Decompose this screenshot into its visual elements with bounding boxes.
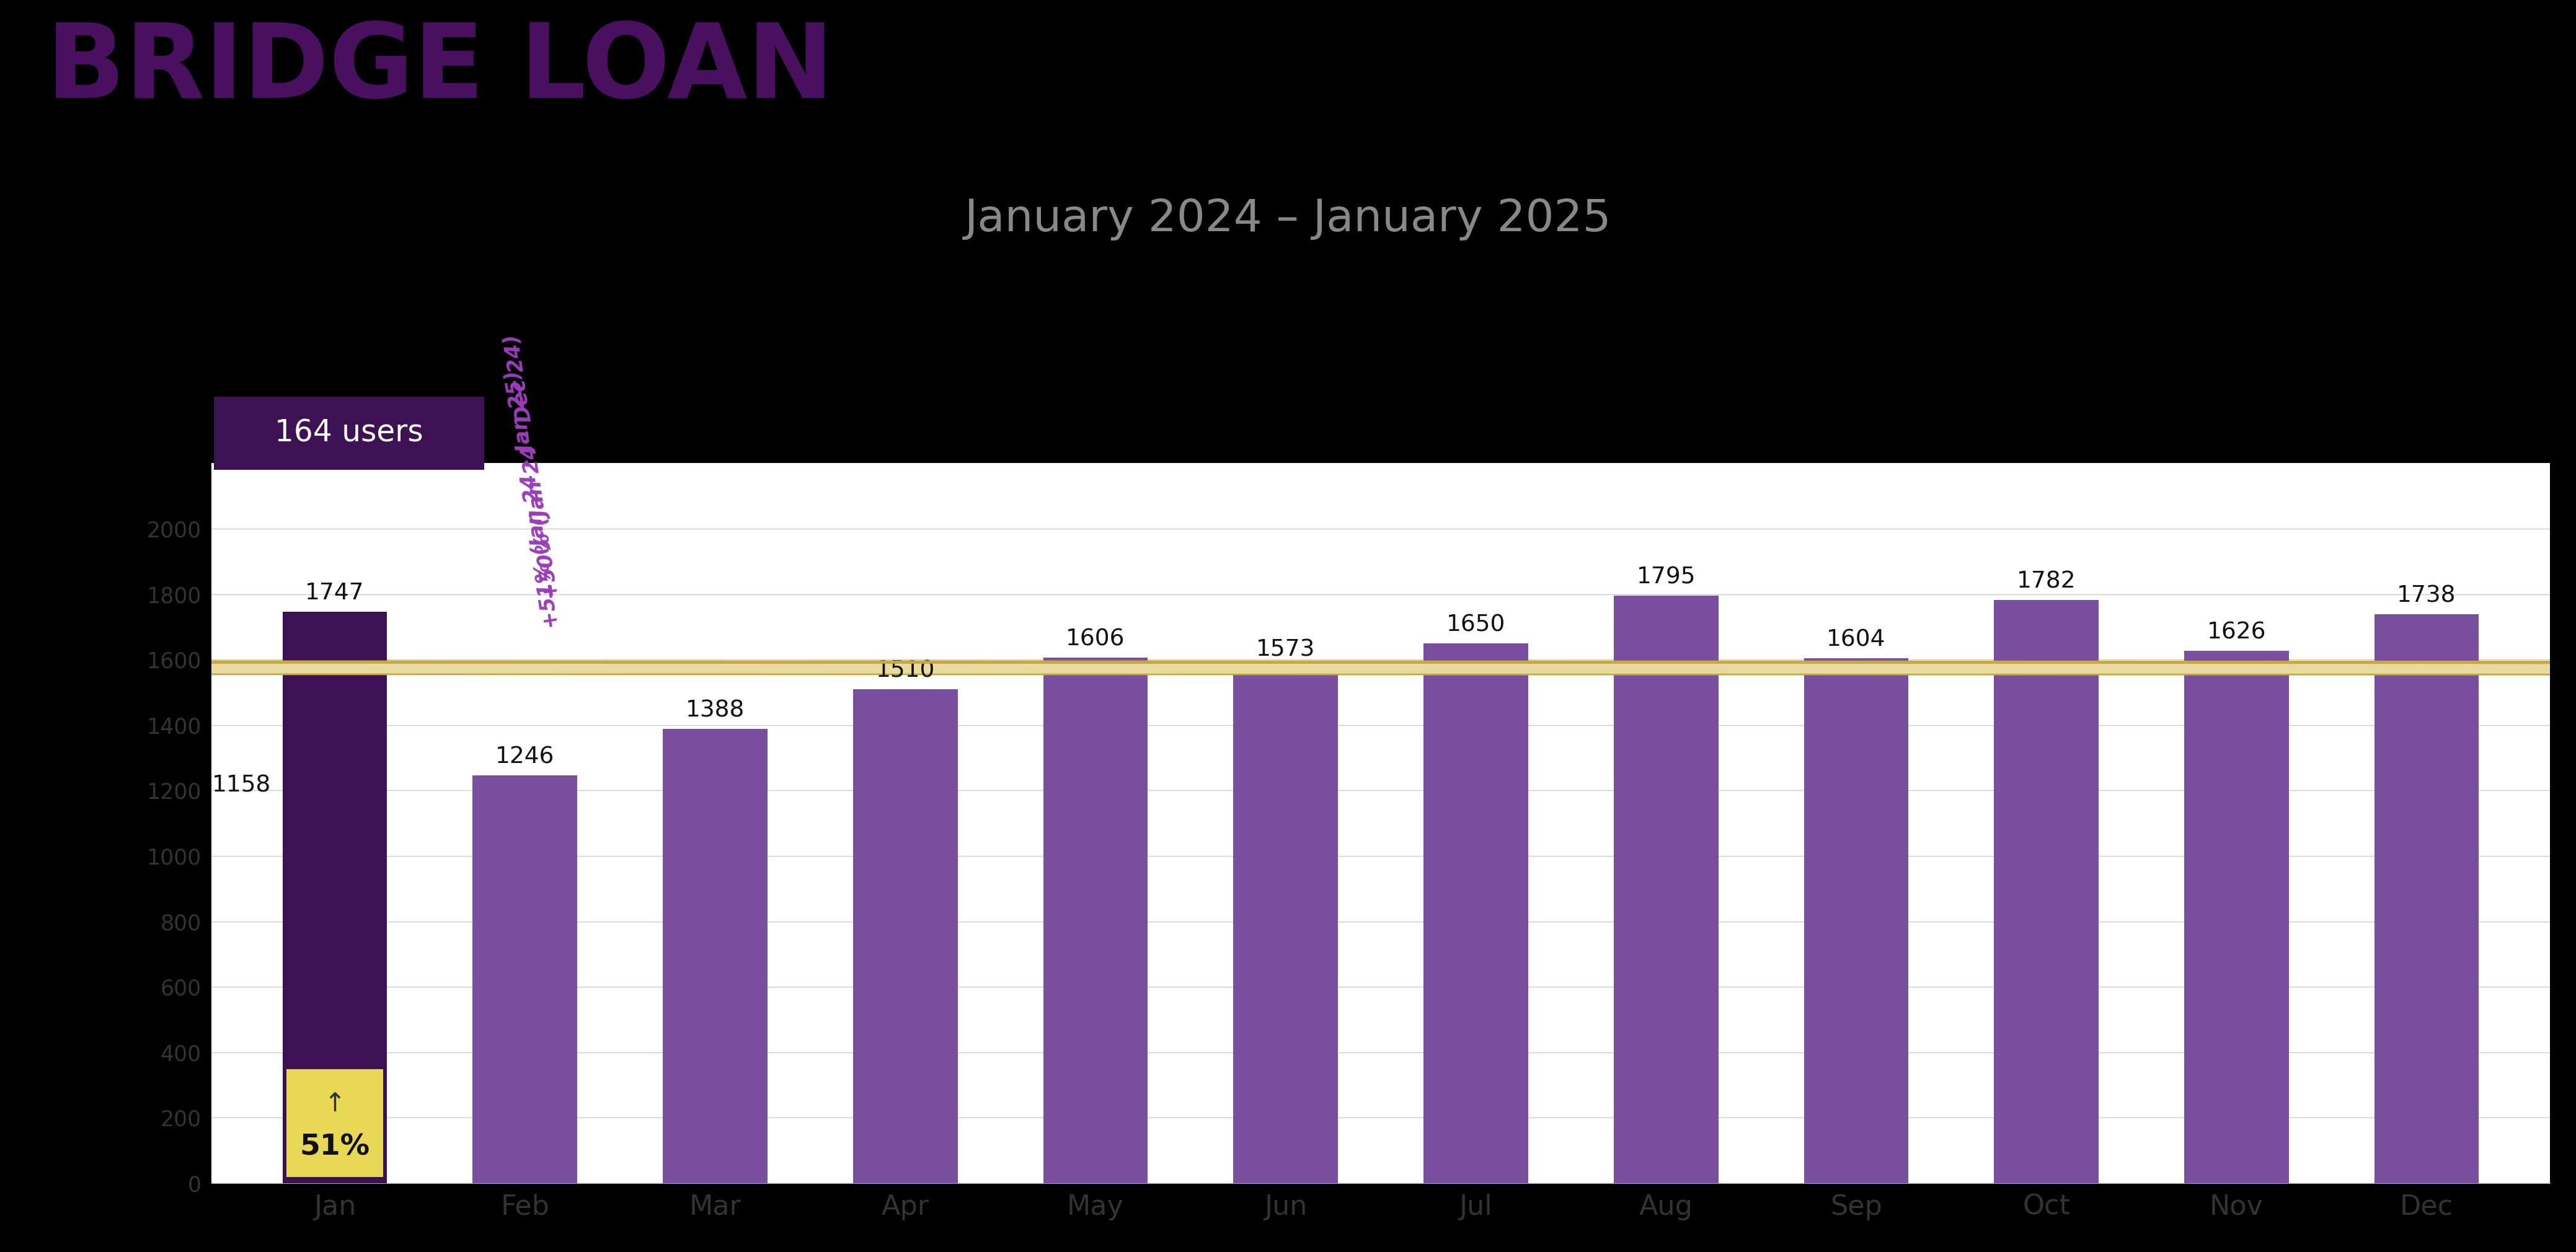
Text: 1573: 1573 [1257, 639, 1316, 661]
Text: 1626: 1626 [2208, 621, 2267, 644]
Bar [662, 729, 768, 1183]
Bar [1043, 657, 1149, 1183]
Text: 1158: 1158 [211, 775, 270, 798]
Bar [283, 611, 386, 1183]
Text: +50% (Jan 24 - Dec 24): +50% (Jan 24 - Dec 24) [502, 333, 564, 601]
Text: 1604: 1604 [1826, 629, 1886, 651]
Text: 1650: 1650 [1445, 613, 1504, 636]
Bar [2184, 651, 2287, 1183]
Text: 1795: 1795 [1636, 566, 1695, 588]
Bar [1425, 644, 1528, 1183]
Text: BRIDGE LOAN: BRIDGE LOAN [46, 19, 835, 120]
Text: 1246: 1246 [495, 746, 554, 769]
Text: January 2024 – January 2025: January 2024 – January 2025 [963, 198, 1613, 240]
Bar [1613, 596, 1718, 1183]
Text: 1606: 1606 [1066, 629, 1126, 651]
Bar [2375, 615, 2478, 1183]
Text: 1747: 1747 [304, 582, 363, 605]
Bar [1234, 669, 1337, 1183]
Bar [1803, 659, 1909, 1183]
Text: 1782: 1782 [2017, 571, 2076, 593]
FancyBboxPatch shape [286, 1069, 384, 1177]
Polygon shape [0, 661, 2576, 676]
Bar [1994, 600, 2099, 1183]
Text: 1738: 1738 [2398, 585, 2458, 607]
Text: ↑: ↑ [325, 1090, 345, 1117]
Polygon shape [0, 659, 2576, 667]
Text: 51%: 51% [299, 1133, 371, 1161]
Text: 1388: 1388 [685, 700, 744, 721]
Text: 164 users: 164 users [276, 418, 422, 448]
Text: +51% (Jan 24 - Jan 25): +51% (Jan 24 - Jan 25) [502, 369, 564, 630]
Bar [474, 775, 577, 1183]
Text: 1510: 1510 [876, 660, 935, 682]
Bar [853, 689, 958, 1183]
